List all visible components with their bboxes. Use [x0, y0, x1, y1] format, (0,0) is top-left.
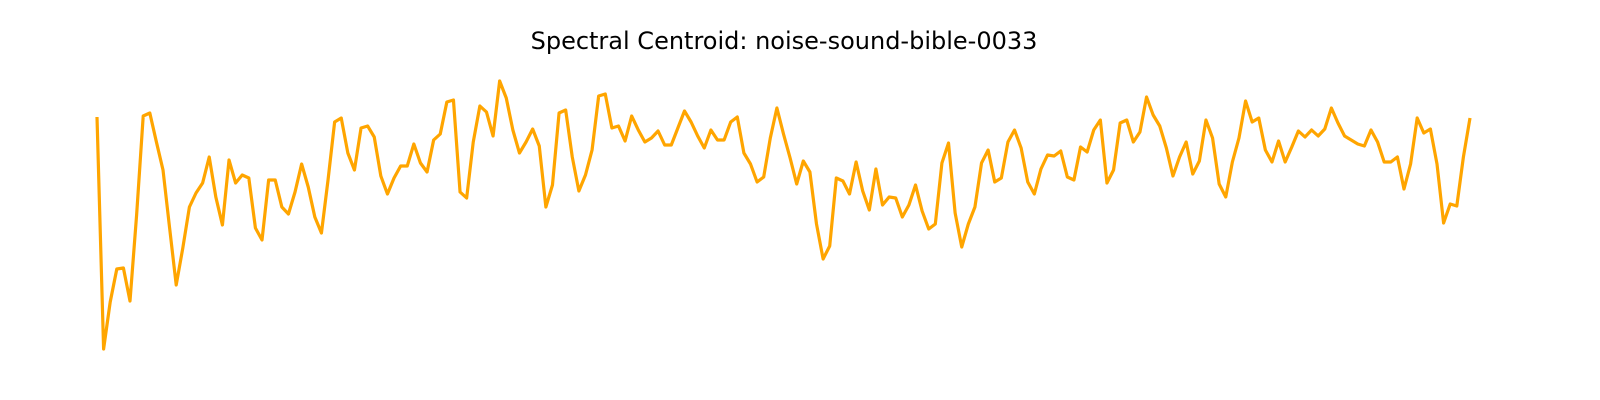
data-line [95, 79, 1472, 351]
chart-title: Spectral Centroid: noise-sound-bible-003… [531, 27, 1038, 55]
